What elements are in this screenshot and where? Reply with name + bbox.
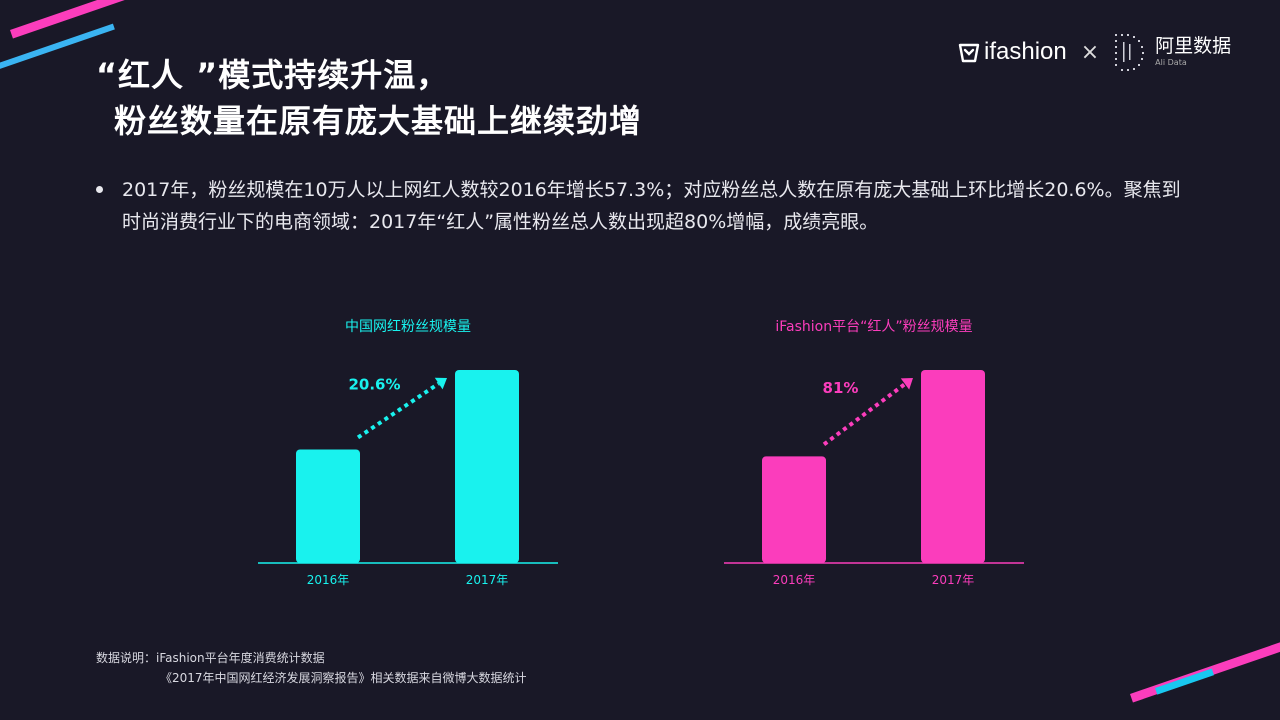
- shopping-bag-icon: [958, 43, 980, 63]
- ali-data-logo-icon: [1115, 34, 1145, 71]
- bar-2017年: [455, 370, 519, 563]
- chart-china-influencer-fans: 中国网红粉丝规模量 2016年 2017年 20.6%: [258, 300, 558, 600]
- summary-text: 2017年，粉丝规模在10万人以上网红人数较2016年增长57.3%；对应粉丝总…: [122, 179, 1181, 233]
- title-line-1: “红人 ”模式持续升温，: [96, 56, 450, 94]
- growth-arrow-line: [822, 382, 907, 446]
- bar-2017年: [921, 370, 985, 563]
- title-line-2: 粉丝数量在原有庞大基础上继续劲增: [114, 102, 643, 140]
- note-line-1: 数据说明：iFashion平台年度消费统计数据: [96, 651, 325, 665]
- growth-label: 20.6%: [348, 376, 400, 394]
- chart-plot: 2016年 2017年 20.6%: [258, 370, 558, 587]
- growth-arrow-head: [434, 377, 447, 390]
- bar-2016年: [296, 449, 360, 563]
- growth-label: 81%: [823, 379, 859, 397]
- times-sign: ×: [1080, 39, 1100, 65]
- x-tick-label: 2016年: [307, 573, 350, 587]
- brand-logos: ifashion × 阿里数据 Ali Data: [958, 32, 1231, 72]
- chart-title: 中国网红粉丝规模量: [345, 319, 471, 335]
- summary-bullet: 2017年，粉丝规模在10万人以上网红人数较2016年增长57.3%；对应粉丝总…: [96, 174, 1196, 238]
- chart-ifashion-influencer-fans: iFashion平台“红人”粉丝规模量 2016年 2017年 81%: [724, 300, 1024, 600]
- page-title: “红人 ”模式持续升温， 粉丝数量在原有庞大基础上继续劲增: [96, 52, 642, 144]
- growth-arrow-line: [356, 381, 440, 440]
- chart-plot: 2016年 2017年 81%: [724, 370, 1024, 587]
- bar-2016年: [762, 456, 826, 563]
- data-source-note: 数据说明：iFashion平台年度消费统计数据 《2017年中国网红经济发展洞察…: [96, 648, 527, 688]
- x-tick-label: 2016年: [773, 573, 816, 587]
- ali-data-cn: 阿里数据: [1155, 35, 1232, 57]
- bullet-dot: [96, 186, 103, 193]
- ali-data-en: Ali Data: [1155, 58, 1187, 67]
- chart-title: iFashion平台“红人”粉丝规模量: [775, 319, 973, 335]
- ifashion-logo-text: ifashion: [984, 38, 1067, 65]
- x-tick-label: 2017年: [466, 573, 509, 587]
- growth-arrow-head: [900, 378, 913, 390]
- x-tick-label: 2017年: [932, 573, 975, 587]
- note-line-2: 《2017年中国网红经济发展洞察报告》相关数据来自微博大数据统计: [160, 671, 527, 685]
